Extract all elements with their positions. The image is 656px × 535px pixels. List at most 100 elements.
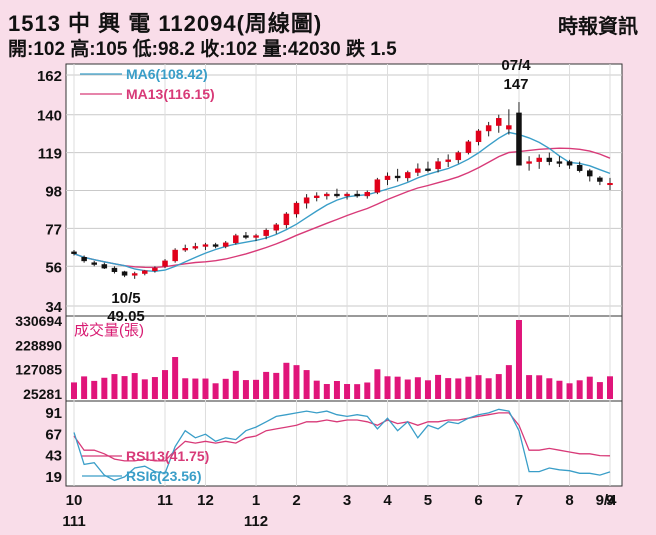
- price-tick-label: 98: [45, 184, 62, 201]
- volume-bar: [172, 357, 179, 399]
- candle: [506, 125, 512, 130]
- month-tick-label: 5: [424, 492, 432, 509]
- price-tick-label: 140: [37, 108, 62, 125]
- price-tick-label: 77: [45, 221, 62, 238]
- price-tick-label: 56: [45, 259, 62, 276]
- volume-bar: [404, 379, 411, 399]
- volume-bar: [111, 374, 118, 399]
- month-tick-label: 6: [474, 492, 482, 509]
- candle: [546, 157, 553, 162]
- year-tick-label: 112: [244, 513, 268, 530]
- candle: [556, 161, 563, 164]
- volume-bar: [91, 380, 98, 399]
- candle: [182, 248, 188, 251]
- volume-bar: [515, 320, 522, 399]
- volume-bar: [445, 378, 452, 399]
- low-date-annotation: 10/5: [111, 290, 140, 307]
- candle: [597, 177, 603, 182]
- candle: [233, 235, 239, 244]
- candle: [445, 159, 451, 162]
- candle: [465, 141, 472, 153]
- candle: [202, 244, 209, 247]
- candle: [354, 193, 360, 197]
- volume-bar: [495, 374, 502, 399]
- year-tick-label: 111: [62, 513, 85, 530]
- volume-bar: [596, 382, 603, 399]
- volume-bar: [526, 375, 533, 399]
- candle: [303, 197, 310, 204]
- candle: [81, 257, 87, 262]
- volume-bar: [536, 375, 543, 399]
- volume-bar: [313, 380, 320, 399]
- rsi-legend-label: RSI6(23.56): [126, 468, 201, 484]
- month-tick-label: 8: [565, 492, 573, 509]
- candle: [587, 170, 593, 177]
- volume-bar: [263, 371, 270, 399]
- month-tick-label: 12: [197, 492, 214, 509]
- volume-tick-label: 25281: [23, 386, 62, 402]
- candle: [516, 112, 522, 166]
- candle: [435, 161, 441, 170]
- volume-bar: [131, 373, 138, 399]
- candle: [607, 183, 613, 186]
- volume-bar: [141, 379, 148, 399]
- volume-bar: [475, 375, 482, 399]
- volume-bar: [162, 370, 169, 399]
- month-tick-label: 1: [252, 492, 260, 509]
- volume-bar: [202, 378, 209, 399]
- rsi-tick-label: 91: [45, 405, 62, 422]
- volume-bar: [192, 378, 199, 399]
- volume-bar: [576, 380, 583, 399]
- volume-bar: [303, 370, 310, 399]
- volume-bar: [546, 378, 553, 399]
- volume-bar: [354, 384, 361, 399]
- volume-bar: [293, 365, 300, 399]
- month-tick-label: 3: [343, 492, 351, 509]
- candle: [374, 179, 381, 193]
- rsi6-line: [73, 408, 611, 482]
- candle: [212, 244, 219, 247]
- candle: [334, 193, 340, 197]
- month-tick-label: 10: [66, 492, 83, 509]
- volume-bar: [505, 365, 512, 399]
- volume-bar: [101, 377, 108, 399]
- candle: [283, 213, 290, 226]
- month-tick-label: 9: [606, 492, 614, 509]
- candle: [415, 168, 421, 173]
- rsi-tick-label: 19: [45, 469, 62, 486]
- month-tick-label: 11: [157, 492, 173, 509]
- volume-bar: [607, 376, 613, 399]
- volume-bar: [465, 376, 472, 399]
- volume-bar: [81, 376, 88, 399]
- volume-bar: [394, 376, 401, 399]
- month-tick-label: 4: [383, 492, 392, 509]
- candle: [324, 193, 330, 197]
- end-date-label: 9/4: [596, 492, 618, 509]
- candle: [576, 164, 583, 171]
- volume-bar: [71, 382, 77, 399]
- price-stats: 開:102 高:105 低:98.2 收:102 量:42030 跌 1.5: [8, 39, 397, 60]
- volume-label: 成交量(張): [74, 321, 144, 339]
- volume-bar: [455, 378, 462, 399]
- month-tick-label: 2: [292, 492, 300, 509]
- candle: [566, 161, 573, 166]
- rsi-tick-label: 67: [45, 426, 62, 443]
- candle: [526, 161, 532, 164]
- candle: [243, 235, 249, 238]
- ma-legend-label: MA6(108.42): [126, 66, 208, 82]
- volume-bar: [556, 380, 563, 399]
- high-price-annotation: 147: [503, 76, 528, 93]
- candle: [192, 246, 199, 249]
- candle: [313, 195, 320, 198]
- volume-bar: [364, 382, 371, 399]
- candle: [91, 262, 97, 265]
- volume-bar: [485, 378, 492, 399]
- candle: [293, 202, 300, 215]
- volume-bar: [424, 380, 431, 399]
- volume-bar: [344, 384, 351, 399]
- chart-header: 1513 中 興 電 112094(周線圖) 時報資訊: [8, 4, 648, 38]
- candle: [111, 267, 118, 272]
- low-price-annotation: 49.05: [107, 308, 145, 325]
- candle: [536, 157, 542, 162]
